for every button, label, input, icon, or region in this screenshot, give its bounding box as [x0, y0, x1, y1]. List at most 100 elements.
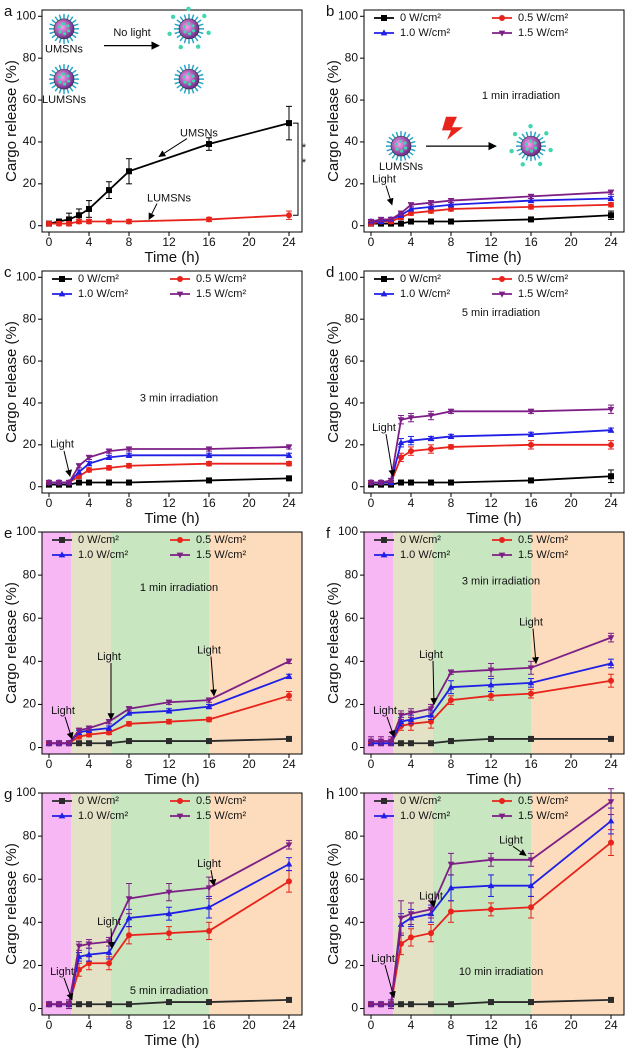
marker	[166, 999, 172, 1006]
particle-ligand	[176, 69, 182, 74]
marker	[75, 727, 83, 734]
particle-ligand	[198, 23, 204, 27]
panel-label: e	[4, 525, 12, 542]
particle-ligand	[66, 14, 70, 20]
y-tick-label: 60	[345, 871, 359, 885]
legend-label: 1.0 W/cm²	[78, 549, 128, 561]
particle-ligand	[174, 81, 180, 85]
y-tick-label: 40	[23, 395, 37, 409]
particle-cargo	[400, 149, 404, 153]
marker	[206, 460, 212, 467]
series-label-arrow	[148, 203, 158, 221]
x-tick-label: 0	[368, 496, 375, 510]
marker	[528, 999, 534, 1006]
particle-cargo	[66, 24, 70, 28]
legend-label: 1.0 W/cm²	[400, 27, 450, 39]
marker	[125, 914, 133, 921]
marker	[608, 473, 614, 480]
marker	[206, 477, 212, 484]
legend-marker	[380, 812, 388, 819]
legend-label: 0 W/cm²	[400, 273, 441, 285]
series-line	[371, 636, 612, 742]
y-tick-label: 40	[345, 653, 359, 667]
marker	[447, 432, 455, 439]
legend-marker	[498, 291, 506, 298]
particle-ligand	[395, 131, 399, 137]
particle-ligand	[54, 36, 59, 42]
marker	[447, 884, 455, 891]
y-tick-label: 80	[345, 311, 359, 325]
x-tick-label: 4	[408, 1018, 415, 1032]
marker	[448, 479, 454, 486]
legend-marker	[381, 537, 387, 543]
plot-frame	[41, 792, 303, 1016]
marker	[428, 208, 434, 215]
series-line	[371, 214, 612, 225]
marker	[527, 665, 535, 672]
particle-ligand	[521, 133, 526, 139]
particle-ligand	[69, 16, 74, 22]
x-axis-title: Time (h)	[144, 771, 199, 788]
marker	[285, 658, 293, 665]
y-tick-label: 80	[23, 567, 37, 581]
particle-cargo	[182, 25, 186, 29]
particle-ligand	[58, 38, 62, 44]
legend-label: 1.0 W/cm²	[400, 288, 450, 300]
legend-marker	[498, 552, 506, 559]
series-line	[49, 477, 290, 486]
marker	[407, 710, 415, 717]
y-axis-title: Cargo release (%)	[325, 582, 342, 704]
marker	[205, 885, 213, 892]
y-tick-label: 0	[29, 218, 36, 232]
series-label: LUMSNs	[147, 192, 192, 204]
legend-marker	[380, 29, 388, 36]
marker	[607, 189, 615, 196]
marker	[55, 1001, 63, 1008]
x-tick-label: 8	[448, 1018, 455, 1032]
marker	[608, 212, 614, 219]
y-tick-label: 80	[23, 311, 37, 325]
particle-cargo	[188, 82, 192, 86]
particle-ligand	[51, 69, 57, 74]
legend-label: 0 W/cm²	[78, 795, 119, 807]
y-axis-title: Cargo release (%)	[325, 843, 342, 965]
marker	[286, 878, 292, 885]
x-tick-label: 0	[368, 1018, 375, 1032]
marker	[285, 444, 293, 451]
x-tick-label: 12	[162, 496, 176, 510]
marker	[166, 930, 172, 937]
shaded-region	[393, 793, 433, 1015]
marker	[106, 740, 112, 747]
x-tick-label: 20	[564, 235, 578, 249]
marker	[125, 896, 133, 903]
particle-ligand	[183, 14, 187, 20]
marker	[85, 725, 93, 732]
released-cargo	[528, 123, 533, 129]
x-tick-label: 16	[524, 496, 538, 510]
x-tick-label: 20	[564, 496, 578, 510]
particle-ligand	[49, 73, 55, 77]
particle-ligand	[58, 88, 62, 94]
marker	[447, 669, 455, 676]
y-tick-label: 80	[345, 828, 359, 842]
legend-marker	[381, 276, 387, 282]
marker	[106, 479, 112, 486]
shaded-region	[209, 532, 302, 754]
x-tick-label: 20	[564, 757, 578, 771]
annotation-arrow	[385, 185, 394, 206]
marker	[86, 205, 92, 212]
shaded-region	[111, 532, 209, 754]
legend-marker	[499, 15, 505, 21]
marker	[488, 692, 494, 699]
annotation: No light	[113, 27, 150, 39]
x-tick-label: 12	[484, 496, 498, 510]
particle-cargo	[191, 74, 195, 78]
legend-label: 0 W/cm²	[78, 273, 119, 285]
legend-label: 1.5 W/cm²	[518, 549, 568, 561]
particle-ligand	[179, 86, 184, 92]
marker	[85, 941, 93, 948]
marker	[398, 220, 404, 227]
y-tick-label: 40	[345, 914, 359, 928]
particle-core	[520, 135, 542, 157]
marker	[607, 426, 615, 433]
